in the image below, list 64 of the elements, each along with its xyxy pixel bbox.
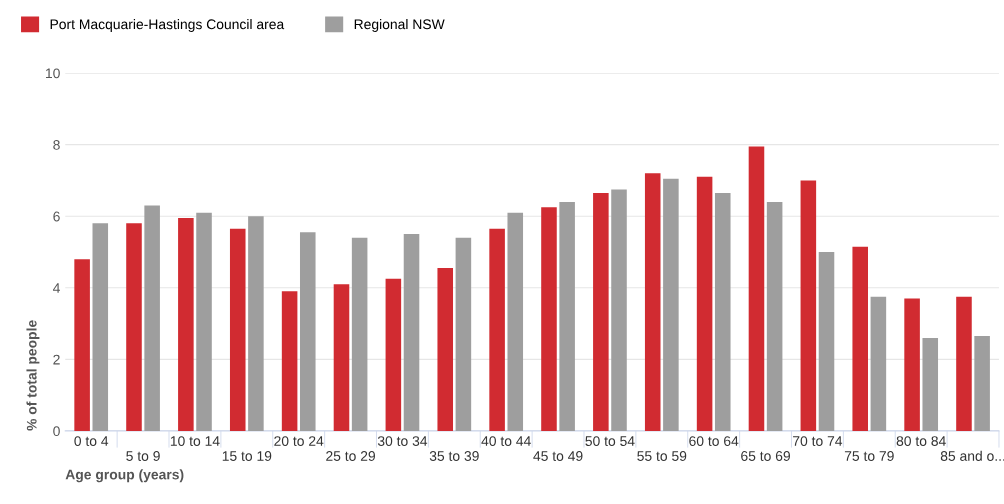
bar: [696, 176, 713, 431]
bar: [766, 201, 783, 431]
bar: [299, 232, 316, 431]
bar: [541, 207, 557, 431]
bar: [714, 192, 731, 431]
bar: [74, 259, 90, 431]
bar: [748, 146, 765, 431]
bar: [800, 180, 817, 431]
x-tick-label: 5 to 9: [126, 451, 160, 461]
bar: [333, 284, 350, 431]
bar: [489, 228, 505, 431]
x-tick-label: 0 to 4: [74, 436, 109, 446]
x-tick-label: 15 to 19: [222, 451, 272, 461]
x-tick-label: 45 to 49: [533, 451, 583, 461]
x-tick-label: 20 to 24: [274, 436, 324, 446]
bar: [852, 246, 868, 431]
bar: [507, 212, 524, 431]
x-axis-title: Age group (years): [65, 469, 184, 483]
bar: [974, 336, 990, 431]
bar: [644, 173, 661, 431]
bar: [385, 278, 402, 431]
bar: [281, 291, 298, 431]
bar: [196, 212, 212, 431]
bar: [611, 189, 627, 431]
bar: [956, 296, 972, 431]
x-tick-label: 25 to 29: [326, 451, 376, 461]
y-tick-label: 8: [53, 139, 60, 150]
y-tick-label: 6: [53, 211, 60, 222]
x-tick-label: 10 to 14: [170, 436, 220, 446]
legend-label: Regional NSW: [354, 19, 445, 32]
legend-label: Port Macquarie-Hastings Council area: [50, 19, 285, 32]
x-tick-label: 65 to 69: [741, 451, 790, 461]
bar: [403, 234, 420, 431]
y-tick-label: 10: [46, 68, 60, 79]
bar: [818, 252, 835, 431]
x-tick-label: 70 to 74: [793, 436, 843, 446]
x-tick-label: 80 to 84: [896, 436, 946, 446]
x-tick-label: 60 to 64: [689, 436, 739, 446]
x-tick-label: 40 to 44: [481, 436, 531, 446]
bar: [870, 296, 887, 431]
x-tick-label: 85 and o...: [940, 450, 1004, 461]
bar: [904, 298, 920, 431]
bar: [593, 192, 609, 431]
bar: [437, 268, 454, 431]
x-tick-label: 55 to 59: [637, 451, 687, 461]
bar: [248, 216, 264, 431]
x-tick-label: 75 to 79: [844, 451, 894, 461]
y-tick-label: 0: [53, 426, 60, 437]
y-tick-label: 4: [52, 283, 60, 293]
y-axis-title: % of total people: [26, 320, 40, 431]
bar: [351, 237, 368, 431]
x-tick-label: 35 to 39: [429, 451, 479, 461]
bar: [922, 337, 939, 431]
bar: [144, 205, 160, 431]
bar: [229, 228, 246, 431]
x-tick-label: 30 to 34: [377, 436, 428, 446]
bar: [178, 218, 194, 431]
bar: [92, 223, 109, 431]
x-tick-label: 50 to 54: [585, 436, 635, 446]
bar: [663, 178, 679, 431]
bar: [126, 223, 142, 431]
y-tick-label: 2: [53, 354, 60, 365]
bar: [559, 201, 575, 431]
bar: [455, 237, 472, 431]
